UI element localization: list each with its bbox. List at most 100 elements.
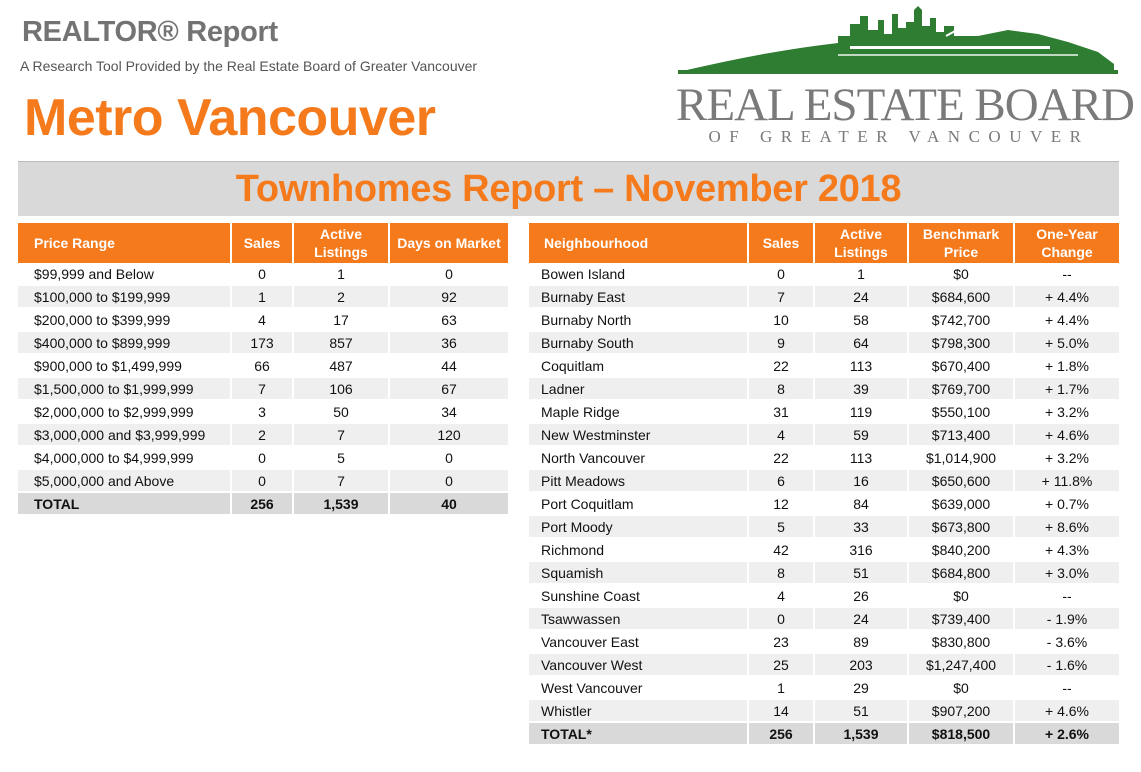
table-cell: 487: [294, 355, 390, 378]
table-cell: Maple Ridge: [529, 401, 749, 424]
table-cell: $100,000 to $199,999: [18, 286, 232, 309]
table-cell: $900,000 to $1,499,999: [18, 355, 232, 378]
table-cell: 4: [749, 585, 815, 608]
table-cell: --: [1015, 677, 1119, 700]
table-row: Pitt Meadows 6 16 $650,600 + 11.8%: [529, 470, 1119, 493]
table-cell: Burnaby East: [529, 286, 749, 309]
table-cell: 0: [390, 263, 508, 286]
column-header-one-year-change: One-Year Change: [1015, 223, 1119, 263]
table-cell: 3: [232, 401, 294, 424]
table-cell: Ladner: [529, 378, 749, 401]
table-cell: --: [1015, 585, 1119, 608]
table-cell: 0: [232, 447, 294, 470]
table-cell: 44: [390, 355, 508, 378]
table-cell: 0: [749, 608, 815, 631]
total-cell: TOTAL: [18, 493, 232, 516]
table-cell: 67: [390, 378, 508, 401]
table-row: $99,999 and Below 0 1 0: [18, 263, 508, 286]
table-cell: 9: [749, 332, 815, 355]
table-cell: 6: [749, 470, 815, 493]
table-cell: 92: [390, 286, 508, 309]
table-cell: $670,400: [909, 355, 1015, 378]
table-cell: 1: [815, 263, 909, 286]
column-header-days-on-market: Days on Market: [390, 223, 508, 263]
table-cell: + 3.2%: [1015, 401, 1119, 424]
total-cell: 1,539: [294, 493, 390, 516]
table-cell: 12: [749, 493, 815, 516]
table-cell: $550,100: [909, 401, 1015, 424]
table-cell: 58: [815, 309, 909, 332]
table-cell: - 3.6%: [1015, 631, 1119, 654]
table-cell: + 4.4%: [1015, 309, 1119, 332]
total-cell: $818,500: [909, 723, 1015, 746]
table-cell: 22: [749, 447, 815, 470]
table-cell: $0: [909, 263, 1015, 286]
table-row: Tsawwassen 0 24 $739,400- 1.9%: [529, 608, 1119, 631]
table-cell: 22: [749, 355, 815, 378]
table-cell: + 4.6%: [1015, 424, 1119, 447]
table-cell: Coquitlam: [529, 355, 749, 378]
table-cell: - 1.6%: [1015, 654, 1119, 677]
total-cell: + 2.6%: [1015, 723, 1119, 746]
table-cell: --: [1015, 263, 1119, 286]
report-banner: Townhomes Report – November 2018: [18, 161, 1119, 216]
table-cell: $769,700: [909, 378, 1015, 401]
table-cell: Sunshine Coast: [529, 585, 749, 608]
table-row: Burnaby North 10 58 $742,700 + 4.4%: [529, 309, 1119, 332]
table-cell: + 1.7%: [1015, 378, 1119, 401]
column-header-benchmark-price: Benchmark Price: [909, 223, 1015, 263]
table-row: Bowen Island 0 1 $0 --: [529, 263, 1119, 286]
table-cell: 64: [815, 332, 909, 355]
table-cell: Burnaby North: [529, 309, 749, 332]
table-row: $900,000 to $1,499,999 66 487 44: [18, 355, 508, 378]
table-cell: 31: [749, 401, 815, 424]
table-cell: 316: [815, 539, 909, 562]
table-cell: 25: [749, 654, 815, 677]
table-cell: 0: [390, 447, 508, 470]
report-banner-title: Townhomes Report – November 2018: [235, 168, 902, 210]
table-cell: 0: [390, 470, 508, 493]
total-cell: 256: [749, 723, 815, 746]
table-row: North Vancouver 22 113 $1,014,900 + 3.2%: [529, 447, 1119, 470]
table-cell: 23: [749, 631, 815, 654]
table-cell: 66: [232, 355, 294, 378]
table-cell: 1: [294, 263, 390, 286]
table-cell: + 0.7%: [1015, 493, 1119, 516]
table-cell: 42: [749, 539, 815, 562]
table-cell: $650,600: [909, 470, 1015, 493]
table-cell: 16: [815, 470, 909, 493]
table-cell: Bowen Island: [529, 263, 749, 286]
table-row: Vancouver East 23 89 $830,800- 3.6%: [529, 631, 1119, 654]
table-cell: + 5.0%: [1015, 332, 1119, 355]
table-cell: 5: [749, 516, 815, 539]
table-cell: $684,600: [909, 286, 1015, 309]
table-cell: $1,500,000 to $1,999,999: [18, 378, 232, 401]
table-cell: + 1.8%: [1015, 355, 1119, 378]
total-cell: 256: [232, 493, 294, 516]
table-cell: $713,400: [909, 424, 1015, 447]
column-header-active-listings: Active Listings: [815, 223, 909, 263]
table-row: $4,000,000 to $4,999,999 0 5 0: [18, 447, 508, 470]
column-header-neighbourhood: Neighbourhood: [529, 223, 749, 263]
table-cell: $830,800: [909, 631, 1015, 654]
table-row: $2,000,000 to $2,999,999 3 50 34: [18, 401, 508, 424]
table-row: New Westminster 4 59 $713,400 + 4.6%: [529, 424, 1119, 447]
table-cell: 63: [390, 309, 508, 332]
table-row: Squamish 8 51 $684,800 + 3.0%: [529, 562, 1119, 585]
table-cell: 0: [232, 263, 294, 286]
table-cell: + 11.8%: [1015, 470, 1119, 493]
table-row: West Vancouver 1 29 $0 --: [529, 677, 1119, 700]
table-cell: 120: [390, 424, 508, 447]
table-cell: 29: [815, 677, 909, 700]
table-cell: New Westminster: [529, 424, 749, 447]
table-row: $100,000 to $199,999 1 2 92: [18, 286, 508, 309]
table-header-row: Price Range Sales Active Listings Days o…: [18, 223, 508, 263]
table-cell: $684,800: [909, 562, 1015, 585]
table-row: $1,500,000 to $1,999,999 7 106 67: [18, 378, 508, 401]
table-cell: 59: [815, 424, 909, 447]
table-row: Coquitlam 22 113 $670,400 + 1.8%: [529, 355, 1119, 378]
table-cell: 17: [294, 309, 390, 332]
table-cell: 1: [749, 677, 815, 700]
skyline-logo-icon: [678, 6, 1118, 74]
report-subtitle: A Research Tool Provided by the Real Est…: [20, 58, 478, 74]
